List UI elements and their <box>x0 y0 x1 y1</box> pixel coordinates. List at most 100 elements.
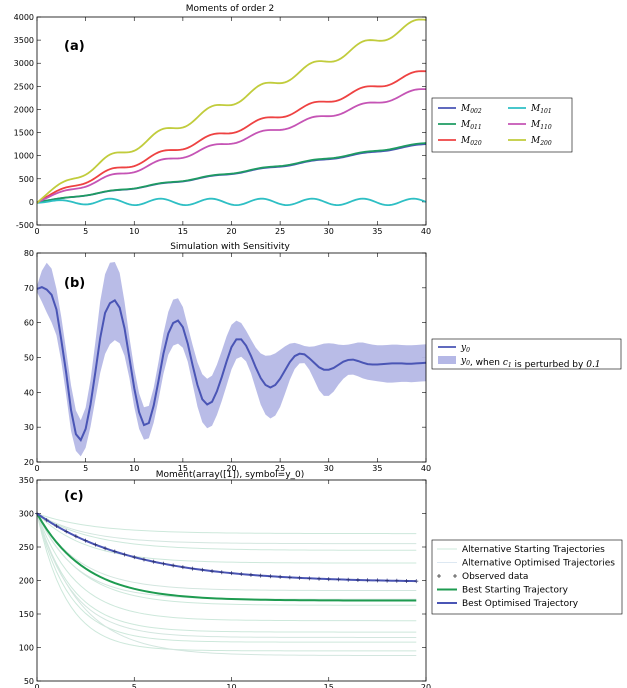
panel-a-ytick-label: 4000 <box>14 13 34 22</box>
panel-a-ytick-label: 3000 <box>14 59 34 68</box>
observed-point <box>268 574 273 579</box>
observed-point <box>375 578 380 583</box>
panel-a-ytick-label: 0 <box>29 198 34 207</box>
observed-point <box>161 561 166 566</box>
panel-b-legend-box <box>431 338 622 370</box>
legend-label-M020: M020 <box>460 136 482 147</box>
legend-label-0: Alternative Starting Trajectories <box>462 545 605 555</box>
panel-a-frame <box>36 16 427 226</box>
panel-c-ytick-label: 50 <box>24 677 34 686</box>
panel-b-xtick-label: 0 <box>34 464 39 473</box>
series-line-M020 <box>36 70 427 204</box>
observed-point <box>336 577 341 582</box>
panel-a-xtick-label: 0 <box>34 227 39 236</box>
alt-starting-trajectory <box>36 513 417 633</box>
observed-point <box>229 571 234 576</box>
panel-c-ytick-label: 200 <box>19 577 34 586</box>
observed-point <box>200 567 205 572</box>
panel-c-frame <box>36 479 427 682</box>
panel-a-plot: 0 5 10 15 20 25 30 35 40-50005001000150020002500… <box>14 13 431 236</box>
panel-b-ytick-label: 80 <box>24 249 34 258</box>
observed-point <box>404 578 409 583</box>
legend-label-M011: M011 <box>460 120 482 131</box>
panel-a-xtick-label: 5 <box>83 227 88 236</box>
observed-point <box>171 563 176 568</box>
best-optimised-trajectory <box>36 512 417 583</box>
observed-point <box>141 557 146 562</box>
alt-starting-trajectory <box>36 513 417 606</box>
panel-a-ytick-label: -500 <box>16 221 34 230</box>
legend-label-M101: M101 <box>530 104 552 115</box>
legend-label-M110: M110 <box>530 120 552 131</box>
observed-point <box>103 546 108 551</box>
panel-b-title: Simulation with Sensitivity <box>170 242 290 252</box>
panel-b-xtick-label: 35 <box>372 464 382 473</box>
legend-label-4: Best Optimised Trajectory <box>462 599 579 609</box>
observed-point <box>64 529 69 534</box>
panel-b-ytick-label: 20 <box>24 458 34 467</box>
panel-b-xtick-label: 25 <box>275 464 285 473</box>
legend-label-2: Observed data <box>462 572 528 582</box>
alt-optimised-trajectory <box>36 513 417 592</box>
legend-label-y0: y0 <box>460 343 470 354</box>
panel-b-xtick-label: 40 <box>421 464 431 473</box>
panel-a: Moments of order 2 0 5 10 15 20 25 30 35 40-5000… <box>14 4 573 236</box>
panel-a-ytick-label: 500 <box>19 175 34 184</box>
panel-c-legend: Alternative Starting Trajectories Alterna… <box>431 539 623 615</box>
series-line-M011 <box>36 142 427 203</box>
legend-label-3: Best Starting Trajectory <box>462 586 569 596</box>
observed-point <box>83 538 88 543</box>
observed-point <box>355 577 360 582</box>
panel-a-title: Moments of order 2 <box>186 4 274 14</box>
panel-b-ytick-label: 70 <box>24 284 34 293</box>
panel-b-legend: y0 y0, when c1 is perturbed by 0.1 <box>431 338 622 370</box>
observed-point <box>219 570 224 575</box>
sensitivity-band <box>37 262 426 457</box>
observed-point <box>151 559 156 564</box>
panel-c-ytick-label: 150 <box>19 610 34 619</box>
panel-a-ytick-label: 1000 <box>14 152 34 161</box>
panel-c-label: (c) <box>64 489 84 504</box>
panel-c-xtick-label: 5 <box>132 683 137 688</box>
legend-swatch-band <box>438 356 456 364</box>
observed-point <box>239 572 244 577</box>
observed-point <box>385 578 390 583</box>
panel-b-xtick-label: 5 <box>83 464 88 473</box>
panel-a-xtick-label: 20 <box>226 227 236 236</box>
legend-label-band: y0, when c1 is perturbed by 0.1 <box>460 356 601 370</box>
panel-c-xtick-label: 20 <box>421 683 431 688</box>
series-line-M110 <box>36 88 427 204</box>
panel-c-ytick-label: 250 <box>19 543 34 552</box>
observed-point <box>365 578 370 583</box>
panel-b-ytick-label: 50 <box>24 354 34 363</box>
observed-point <box>278 574 283 579</box>
panel-b-label: (b) <box>64 276 85 291</box>
observed-point <box>54 524 59 529</box>
panel-c-ytick-label: 350 <box>19 476 34 485</box>
panel-a-xtick-label: 30 <box>324 227 334 236</box>
observed-point <box>258 573 263 578</box>
panel-a-xtick-label: 40 <box>421 227 431 236</box>
observed-point <box>414 579 419 584</box>
panel-a-xtick-label: 35 <box>372 227 382 236</box>
panel-c: Moment(array([1]), symbol=y_0) 0 5 10 15 20 5… <box>19 470 623 688</box>
legend-label-1: Alternative Optimised Trajectories <box>462 559 615 569</box>
alt-starting-trajectory <box>36 513 417 551</box>
alt-optimised-trajectory <box>36 513 417 657</box>
panel-c-title: Moment(array([1]), symbol=y_0) <box>156 470 305 480</box>
panel-a-legend-box <box>431 97 573 153</box>
panel-c-xtick-label: 10 <box>226 683 236 688</box>
panel-a-label: (a) <box>64 39 85 54</box>
series-line-y0 <box>36 286 427 442</box>
alt-starting-trajectory <box>36 513 417 622</box>
panel-a-xtick-label: 10 <box>129 227 139 236</box>
panel-a-ytick-label: 3500 <box>14 36 34 45</box>
panel-b-ytick-label: 40 <box>24 388 34 397</box>
panel-b-xtick-label: 30 <box>324 464 334 473</box>
panel-b-plot: 0 5 10 15 20 25 30 35 40 20 30 40 50 60 70 80 <box>24 249 431 473</box>
series-line-M101 <box>36 197 427 207</box>
observed-point <box>248 572 253 577</box>
panel-a-xtick-label: 25 <box>275 227 285 236</box>
panel-c-ytick-label: 300 <box>19 510 34 519</box>
